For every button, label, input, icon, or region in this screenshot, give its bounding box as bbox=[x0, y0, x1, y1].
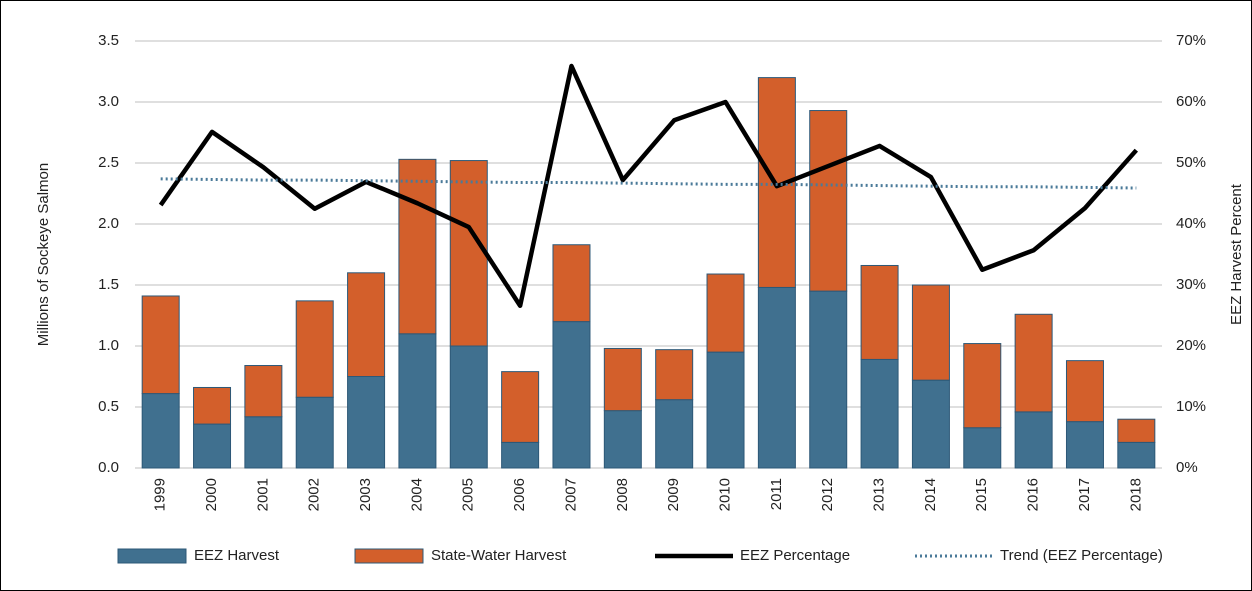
y2-tick-label: 70% bbox=[1176, 32, 1206, 49]
y2-tick-label: 0% bbox=[1176, 459, 1198, 476]
legend-label: EEZ Percentage bbox=[740, 547, 850, 564]
y-tick-label: 1.5 bbox=[98, 276, 119, 293]
bar bbox=[295, 300, 334, 398]
bar bbox=[1065, 421, 1104, 469]
bar bbox=[1117, 441, 1156, 469]
bar bbox=[347, 376, 386, 469]
y-tick-label: 3.0 bbox=[98, 93, 119, 110]
bar bbox=[449, 160, 488, 347]
bar bbox=[655, 349, 694, 401]
bar bbox=[398, 333, 437, 469]
y2-tick-label: 10% bbox=[1176, 398, 1206, 415]
bar bbox=[603, 410, 642, 469]
x-tick-label: 2002 bbox=[306, 478, 323, 511]
bar bbox=[1117, 418, 1156, 443]
y2-tick-label: 30% bbox=[1176, 276, 1206, 293]
line bbox=[158, 63, 1139, 308]
bar bbox=[963, 343, 1002, 429]
y2-tick-label: 50% bbox=[1176, 154, 1206, 171]
bar bbox=[244, 365, 283, 418]
x-tick-label: 2010 bbox=[716, 478, 733, 511]
bar bbox=[809, 110, 848, 292]
bar bbox=[193, 423, 232, 469]
bar bbox=[911, 284, 950, 381]
y-axis-label: Millions of Sockeye Salmon bbox=[35, 163, 52, 346]
bar bbox=[860, 264, 899, 360]
x-tick-label: 2003 bbox=[357, 478, 374, 511]
y-tick-label: 2.5 bbox=[98, 154, 119, 171]
x-tick-label: 2013 bbox=[871, 478, 888, 511]
bar bbox=[1014, 313, 1053, 413]
x-tick-label: 2009 bbox=[665, 478, 682, 511]
bar bbox=[552, 321, 591, 469]
legend-label: Trend (EEZ Percentage) bbox=[1000, 547, 1163, 564]
legend-label: EEZ Harvest bbox=[194, 547, 280, 564]
bar bbox=[809, 290, 848, 469]
x-tick-label: 2001 bbox=[254, 478, 271, 511]
bar bbox=[449, 345, 488, 469]
bar bbox=[141, 393, 180, 469]
x-tick-label: 2018 bbox=[1127, 478, 1144, 511]
bar bbox=[1014, 411, 1053, 469]
x-tick-label: 2016 bbox=[1025, 478, 1042, 511]
bar bbox=[963, 427, 1002, 469]
bar bbox=[706, 351, 745, 469]
x-tick-label: 2007 bbox=[562, 478, 579, 511]
bar bbox=[501, 371, 540, 443]
bar bbox=[501, 441, 540, 469]
x-tick-label: 2005 bbox=[460, 478, 477, 511]
y2-axis-label: EEZ Harvest Percent bbox=[1228, 183, 1245, 325]
y-tick-label: 0.5 bbox=[98, 398, 119, 415]
bar bbox=[911, 379, 950, 469]
legend-swatch bbox=[354, 548, 424, 564]
x-tick-label: 2015 bbox=[973, 478, 990, 511]
y2-tick-label: 40% bbox=[1176, 215, 1206, 232]
bar bbox=[860, 358, 899, 469]
bar bbox=[295, 396, 334, 469]
legend-swatch bbox=[117, 548, 187, 564]
bar bbox=[398, 158, 437, 335]
bar bbox=[552, 244, 591, 323]
x-tick-label: 1999 bbox=[152, 478, 169, 511]
bar bbox=[603, 347, 642, 412]
x-tick-label: 2012 bbox=[819, 478, 836, 511]
x-tick-label: 2014 bbox=[922, 478, 939, 511]
bar bbox=[141, 295, 180, 395]
x-tick-label: 2017 bbox=[1076, 478, 1093, 511]
x-tick-label: 2011 bbox=[768, 478, 785, 510]
bar bbox=[244, 416, 283, 469]
x-tick-label: 2000 bbox=[203, 478, 220, 511]
bar bbox=[706, 273, 745, 353]
bar bbox=[193, 386, 232, 425]
trend-line bbox=[160, 177, 1137, 190]
bar bbox=[655, 399, 694, 469]
y-tick-label: 0.0 bbox=[98, 459, 119, 476]
x-tick-label: 2004 bbox=[408, 478, 425, 511]
y2-tick-label: 60% bbox=[1176, 93, 1206, 110]
x-tick-label: 2006 bbox=[511, 478, 528, 511]
x-tick-label: 2008 bbox=[614, 478, 631, 511]
legend-label: State-Water Harvest bbox=[431, 547, 567, 564]
bar bbox=[1065, 360, 1104, 423]
y2-tick-label: 20% bbox=[1176, 337, 1206, 354]
y-tick-label: 3.5 bbox=[98, 32, 119, 49]
y-tick-label: 1.0 bbox=[98, 337, 119, 354]
bar bbox=[757, 286, 796, 469]
bar bbox=[347, 272, 386, 377]
y-tick-label: 2.0 bbox=[98, 215, 119, 232]
